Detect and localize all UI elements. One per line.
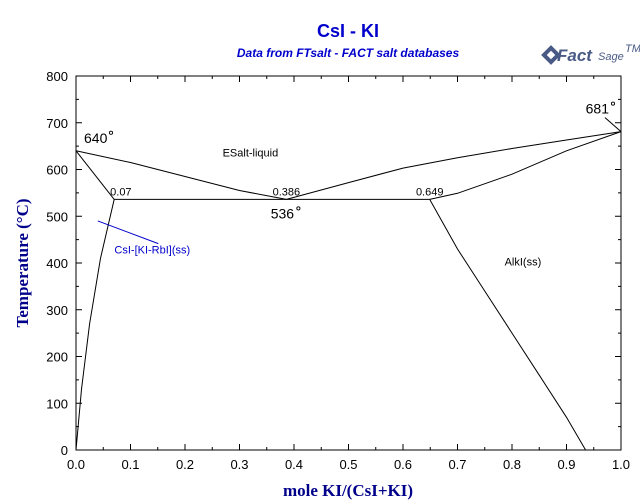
y-tick-label: 200 (46, 350, 68, 365)
chart-title: CsI - KI (317, 21, 379, 41)
phase-boundaries (75, 131, 622, 451)
composition-annotation: 0.386 (273, 186, 301, 198)
composition-annotation: 0.649 (416, 186, 444, 198)
y-tick-label: 500 (46, 209, 68, 224)
degree-mark (108, 130, 114, 135)
x-tick-label: 0.1 (121, 457, 139, 472)
composition-annotation: 0.07 (110, 186, 131, 198)
y-tick-label: 800 (46, 69, 68, 84)
temperature-annotation: 681 (586, 101, 610, 117)
degree-mark (610, 101, 616, 106)
x-tick-label: 0.3 (230, 457, 248, 472)
chart-subtitle: Data from FTsalt - FACT salt databases (237, 46, 460, 60)
temperature-annotation: 640 (84, 130, 108, 146)
y-tick-label: 300 (46, 303, 68, 318)
x-tick-label: 0.0 (67, 457, 85, 472)
y-tick-label: 400 (46, 256, 68, 271)
x-tick-label: 0.4 (285, 457, 303, 472)
region-label: ESalt-liquid (223, 147, 279, 159)
x-tick-label: 0.9 (557, 457, 575, 472)
annotation-leader-line (604, 117, 622, 133)
x-axis: 0.0 0.1 0.2 0.3 0.4 0.5 0.6 0.7 0.8 0.9 1.0 (67, 76, 630, 472)
factsage-logo: Fact Sage TM (541, 43, 640, 65)
phase-boundary-line (286, 131, 622, 200)
region-label: AlkI(ss) (505, 256, 542, 268)
x-tick-label: 0.5 (339, 457, 357, 472)
region-labels: ESalt-liquid AlkI(ss) CsI-[KI-RbI](ss) (97, 147, 542, 268)
y-tick-label: 0 (61, 443, 68, 458)
phase-boundary-line (75, 199, 115, 451)
y-tick-label: 700 (46, 116, 68, 131)
region-label: CsI-[KI-RbI](ss) (114, 245, 190, 257)
phase-boundary-line (75, 150, 115, 200)
logo-brand: Fact (557, 46, 593, 65)
logo-trademark: TM (625, 43, 640, 55)
phase-boundary-line (429, 199, 587, 451)
x-tick-label: 1.0 (612, 457, 630, 472)
region-pointer-line (97, 220, 159, 245)
phase-boundary-line (429, 131, 622, 200)
x-tick-label: 0.6 (394, 457, 412, 472)
y-tick-label: 100 (46, 396, 68, 411)
y-axis: 0 100 200 300 400 500 600 700 800 (46, 69, 621, 458)
x-tick-label: 0.8 (503, 457, 521, 472)
degree-mark (296, 206, 301, 211)
y-axis-title: Temperature (°C) (13, 198, 32, 327)
y-tick-label: 600 (46, 163, 68, 178)
temperature-annotation: 536 (271, 205, 295, 221)
x-axis-title: mole KI/(CsI+KI) (283, 481, 413, 500)
annotations: 640 681 536 0.07 0.386 0.649 (84, 101, 622, 221)
logo-brand-suffix: Sage (598, 51, 624, 63)
phase-boundary-line (75, 150, 287, 200)
x-tick-label: 0.2 (176, 457, 194, 472)
x-tick-label: 0.7 (448, 457, 466, 472)
